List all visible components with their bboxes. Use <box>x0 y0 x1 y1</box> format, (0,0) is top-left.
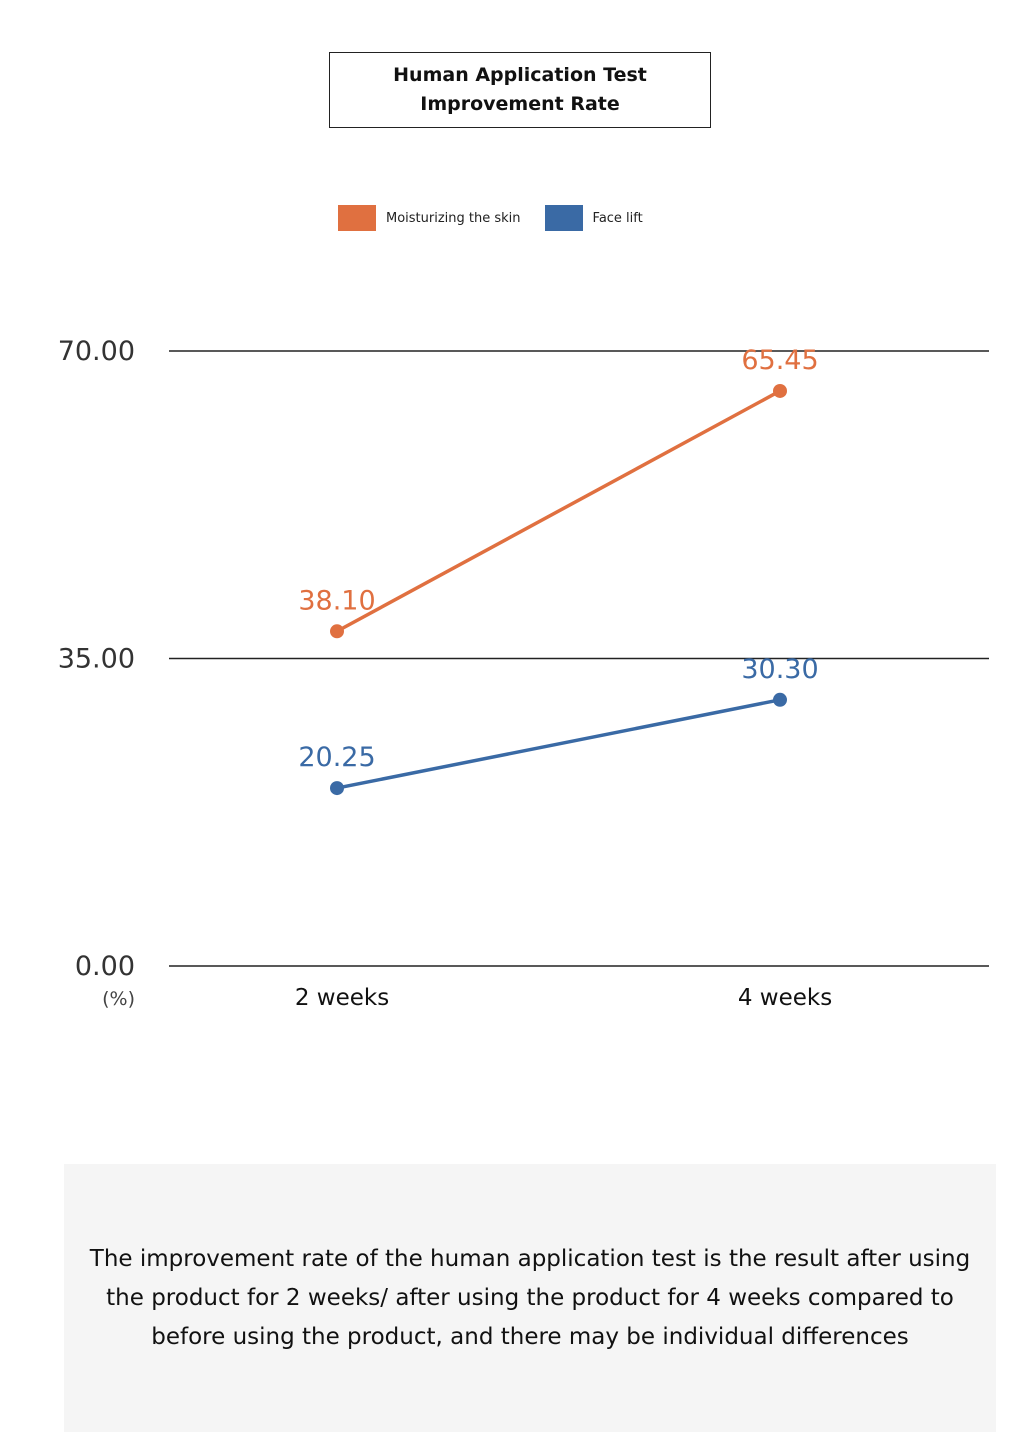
data-label: 30.30 <box>741 654 818 685</box>
data-label: 20.25 <box>298 742 375 773</box>
y-tick-label: 0.00 <box>75 951 135 982</box>
data-point <box>330 781 344 796</box>
footnote-text: The improvement rate of the human applic… <box>89 1245 971 1350</box>
x-tick-label: 4 weeks <box>738 985 832 1011</box>
x-tick-label: 2 weeks <box>295 985 389 1011</box>
legend-swatch-face-lift <box>544 205 583 231</box>
legend-swatch-moisturizing <box>338 205 376 231</box>
y-tick-label: 35.00 <box>58 644 135 675</box>
data-label: 65.45 <box>741 345 818 376</box>
data-label: 38.10 <box>298 585 375 616</box>
y-unit-label: (%) <box>102 988 135 1010</box>
legend-label-face-lift: Face lift <box>592 210 643 226</box>
title-line-2: Improvement Rate <box>420 93 620 115</box>
footnote: The improvement rate of the human applic… <box>64 1164 996 1432</box>
chart-title: Human Application Test Improvement Rate <box>329 52 711 128</box>
title-line-1: Human Application Test <box>393 64 647 86</box>
line-chart: 70.00 35.00 0.00 (%) 2 weeks 4 weeks 38.10 65.4… <box>58 336 989 1011</box>
legend-label-moisturizing: Moisturizing the skin <box>386 210 521 226</box>
y-tick-label: 70.00 <box>58 336 135 367</box>
data-point <box>773 383 787 398</box>
data-point <box>773 692 787 707</box>
data-point <box>330 624 344 639</box>
legend: Moisturizing the skin Face lift <box>338 205 643 231</box>
series-line <box>336 389 781 633</box>
series-line <box>336 698 781 790</box>
